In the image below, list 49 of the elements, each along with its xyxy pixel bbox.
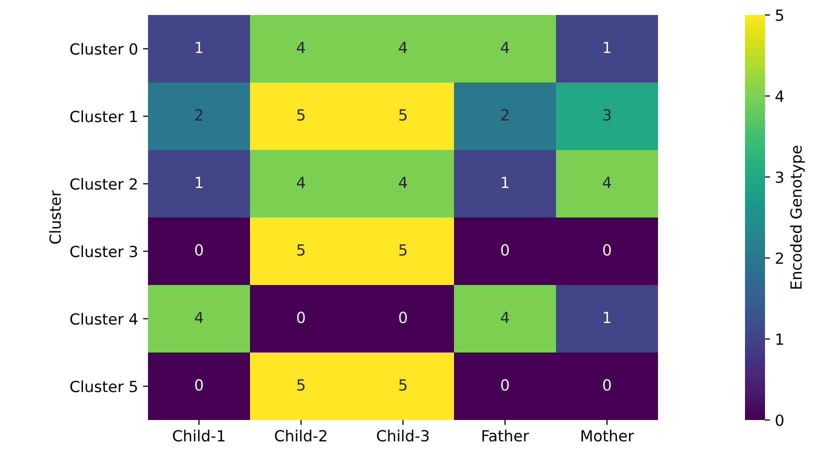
data-label: 0	[195, 379, 203, 391]
data-label: 5	[399, 379, 407, 391]
y-tick-label: Cluster 0	[70, 42, 138, 55]
y-tick-label: Cluster 1	[70, 110, 137, 122]
y-tick-label: Cluster 4	[70, 312, 138, 325]
x-tick-label: Child-2	[274, 430, 326, 442]
y-axis-title: Cluster	[49, 190, 61, 244]
color-bar-title: Encoded Genotype	[790, 146, 805, 289]
data-label: 4	[398, 176, 408, 188]
data-label: 0	[603, 244, 611, 256]
data-label: 4	[296, 176, 306, 188]
data-label: 1	[196, 42, 202, 53]
data-label: 5	[399, 109, 407, 121]
data-label: 0	[195, 244, 203, 256]
data-label: 5	[297, 244, 305, 256]
data-label: 1	[502, 176, 508, 188]
data-label: 4	[602, 176, 612, 188]
color-bar-label: 1	[776, 334, 784, 345]
data-label: 1	[604, 312, 610, 323]
x-tick-label: Child-3	[376, 430, 429, 442]
color-bar-label: 2	[776, 252, 783, 264]
data-label: 1	[196, 176, 202, 188]
data-label: 5	[297, 109, 305, 121]
data-label: 3	[603, 109, 611, 121]
data-label: 2	[501, 109, 508, 120]
x-tick-label: Child-1	[172, 430, 224, 442]
data-label: 0	[399, 312, 407, 324]
data-label: 5	[297, 379, 305, 391]
data-label: 4	[194, 312, 204, 323]
data-label: 4	[296, 42, 306, 53]
data-label: 4	[398, 42, 408, 53]
data-label: 4	[500, 42, 510, 53]
color-bar-label: 5	[776, 10, 784, 22]
x-tick-label: Mother	[582, 430, 634, 442]
data-label: 4	[500, 312, 510, 323]
color-bar-label: 3	[776, 171, 784, 184]
data-label: 0	[501, 244, 509, 256]
y-tick-label: Cluster 5	[70, 380, 137, 392]
data-label: 5	[399, 244, 407, 256]
color-bar-label: 4	[775, 90, 784, 102]
y-tick-label: Cluster 3	[70, 245, 138, 258]
x-tick-label: Father	[482, 430, 530, 442]
data-label: 0	[297, 312, 305, 324]
data-label: 0	[603, 379, 611, 391]
data-label: 1	[604, 42, 610, 53]
data-label: 2	[195, 109, 202, 120]
y-tick-label: Cluster 2	[70, 178, 137, 190]
color-bar-label: 0	[776, 414, 784, 426]
data-label: 0	[501, 379, 509, 391]
